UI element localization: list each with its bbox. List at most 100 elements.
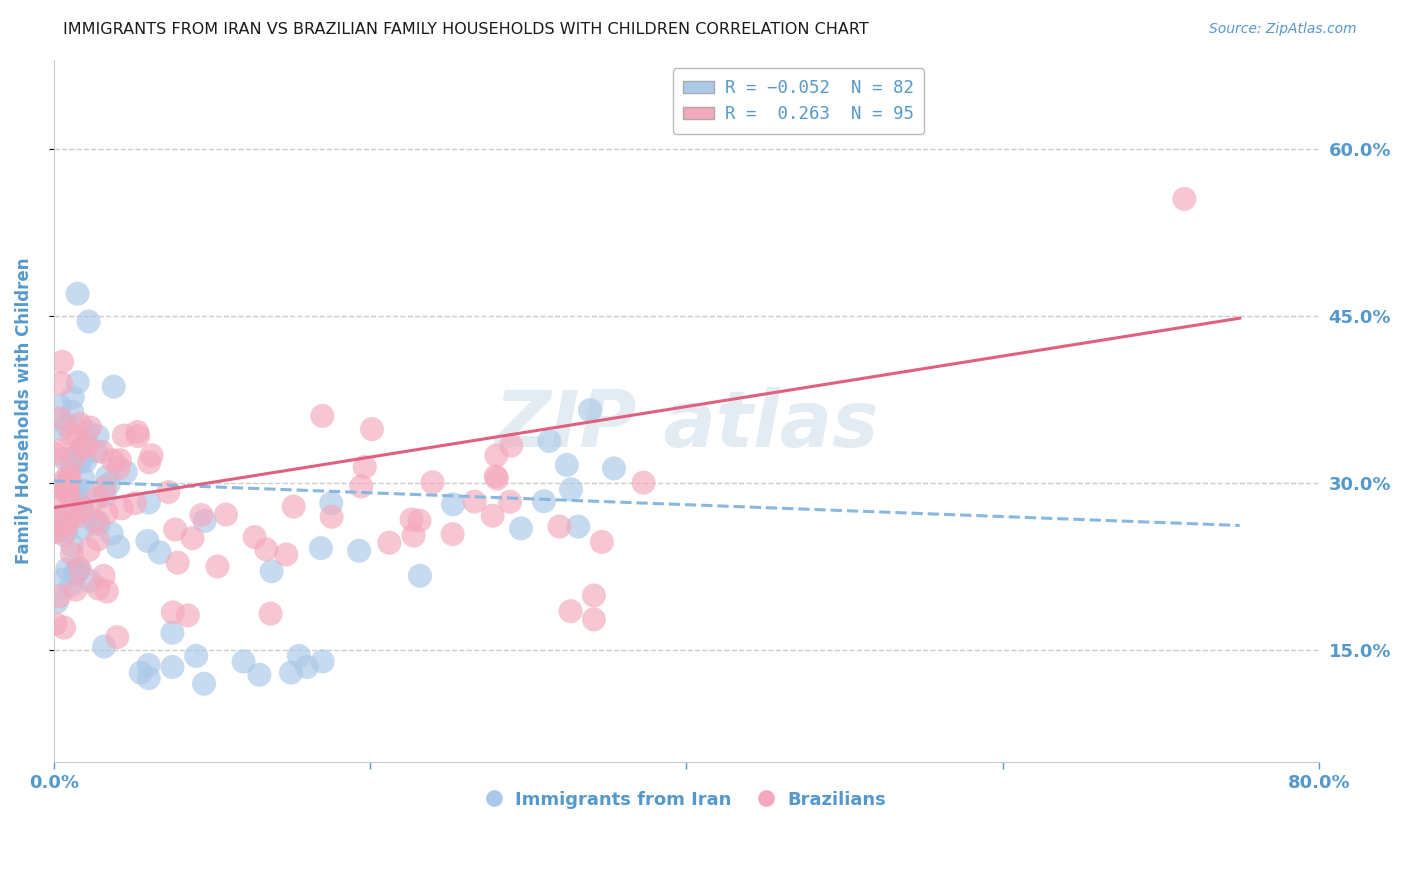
Point xyxy=(44,524,66,539)
Point xyxy=(66,376,89,390)
Point xyxy=(186,648,208,663)
Point xyxy=(45,513,67,527)
Point xyxy=(72,521,94,535)
Point xyxy=(138,495,160,509)
Point xyxy=(124,496,146,510)
Point xyxy=(633,475,655,490)
Point xyxy=(105,630,128,644)
Point xyxy=(69,417,91,431)
Point xyxy=(96,584,118,599)
Point xyxy=(165,523,187,537)
Point xyxy=(127,425,149,439)
Point xyxy=(70,443,93,458)
Point xyxy=(464,494,486,508)
Point xyxy=(207,559,229,574)
Point xyxy=(560,483,582,497)
Point xyxy=(582,612,605,626)
Point xyxy=(295,660,318,674)
Point xyxy=(46,480,69,494)
Point xyxy=(114,465,136,479)
Point xyxy=(58,473,80,487)
Point xyxy=(69,454,91,468)
Point xyxy=(66,483,89,497)
Point xyxy=(72,501,94,516)
Point xyxy=(93,488,115,502)
Point xyxy=(65,450,87,465)
Point xyxy=(90,445,112,459)
Point xyxy=(55,417,77,432)
Point xyxy=(215,508,238,522)
Point xyxy=(63,567,86,582)
Point xyxy=(55,524,77,538)
Point xyxy=(100,526,122,541)
Point xyxy=(409,569,432,583)
Point xyxy=(65,582,87,597)
Point xyxy=(288,648,311,663)
Point xyxy=(67,560,90,574)
Point xyxy=(45,508,67,523)
Point xyxy=(177,608,200,623)
Point xyxy=(254,542,277,557)
Point xyxy=(107,540,129,554)
Point xyxy=(194,514,217,528)
Point xyxy=(321,496,343,510)
Point xyxy=(350,479,373,493)
Point xyxy=(481,508,503,523)
Point xyxy=(485,471,508,485)
Point xyxy=(86,429,108,443)
Point xyxy=(63,450,86,465)
Point xyxy=(53,483,76,497)
Point xyxy=(60,458,83,473)
Point xyxy=(311,409,333,423)
Point xyxy=(44,524,66,539)
Point xyxy=(127,429,149,443)
Point xyxy=(44,616,66,631)
Point xyxy=(533,494,555,508)
Point xyxy=(280,665,302,680)
Point xyxy=(138,455,160,469)
Point xyxy=(55,516,77,531)
Point xyxy=(93,640,115,654)
Point xyxy=(87,517,110,532)
Point xyxy=(75,454,97,468)
Point xyxy=(567,519,589,533)
Point xyxy=(96,506,118,520)
Point xyxy=(485,449,508,463)
Point xyxy=(96,469,118,483)
Point xyxy=(60,578,83,592)
Point xyxy=(66,504,89,518)
Point xyxy=(79,574,101,588)
Point xyxy=(63,510,86,524)
Point xyxy=(141,449,163,463)
Point xyxy=(260,564,283,578)
Point xyxy=(378,535,401,549)
Point xyxy=(51,355,73,369)
Point xyxy=(52,475,75,489)
Point xyxy=(441,497,464,511)
Point xyxy=(193,677,215,691)
Point xyxy=(65,565,87,579)
Text: ZIP atlas: ZIP atlas xyxy=(494,387,879,463)
Point xyxy=(93,569,115,583)
Text: Source: ZipAtlas.com: Source: ZipAtlas.com xyxy=(1209,22,1357,37)
Point xyxy=(62,391,84,405)
Point xyxy=(1173,192,1195,206)
Point xyxy=(48,399,70,413)
Point xyxy=(86,491,108,506)
Point xyxy=(49,411,72,425)
Y-axis label: Family Households with Children: Family Households with Children xyxy=(15,258,32,564)
Point xyxy=(402,528,425,542)
Point xyxy=(103,379,125,393)
Point xyxy=(45,447,67,461)
Point xyxy=(259,607,281,621)
Point xyxy=(353,459,375,474)
Point xyxy=(72,440,94,454)
Point xyxy=(422,475,444,490)
Point xyxy=(76,425,98,439)
Point xyxy=(66,564,89,578)
Point xyxy=(591,535,613,549)
Point xyxy=(499,494,522,508)
Point xyxy=(166,556,188,570)
Point xyxy=(65,430,87,444)
Point xyxy=(83,514,105,528)
